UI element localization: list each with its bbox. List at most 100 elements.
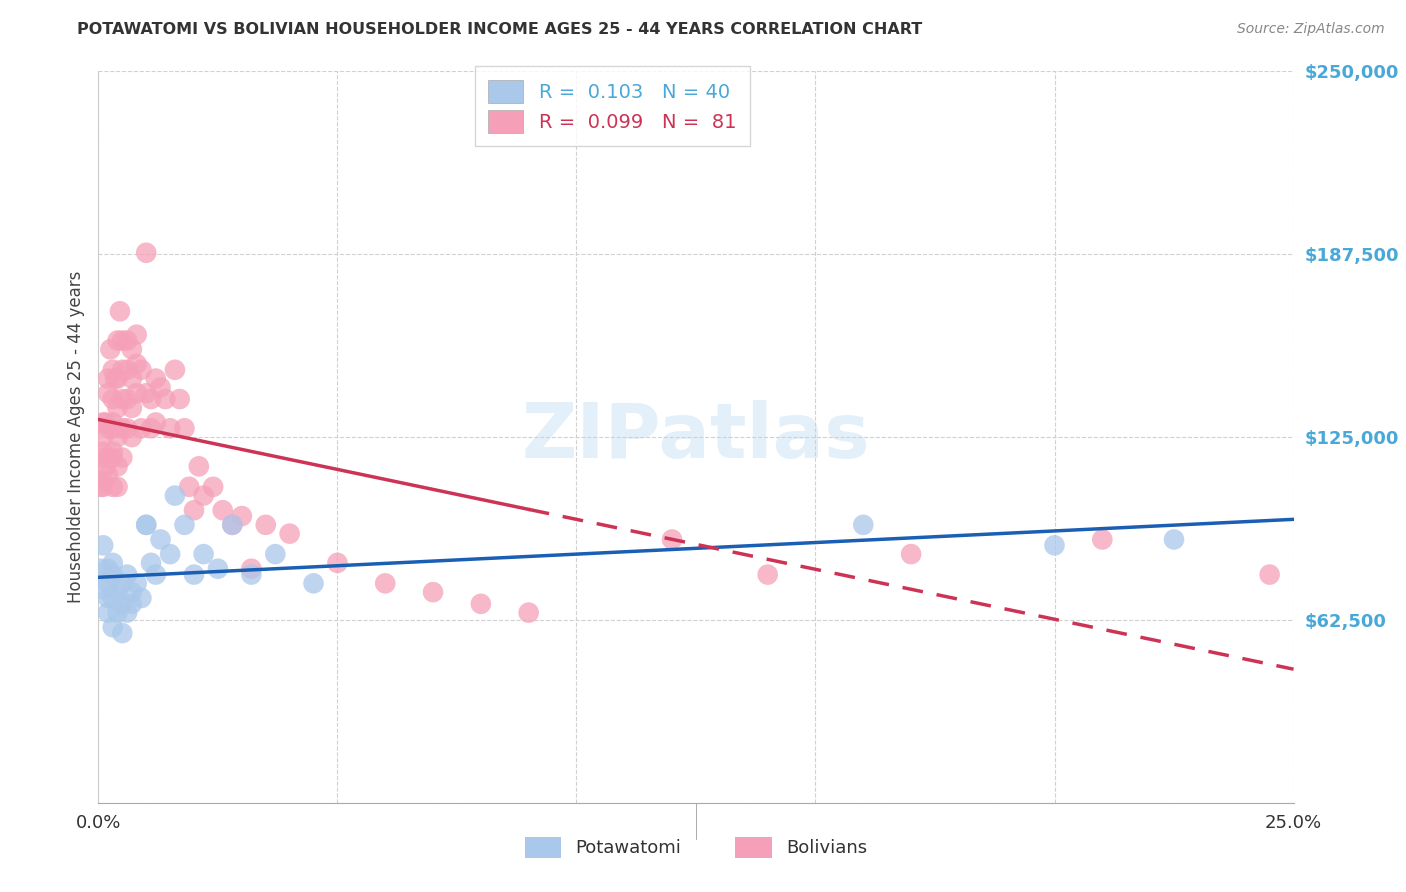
- Point: [125, 576, 148, 591]
- Point: [121, 597, 143, 611]
- Point: [173, 517, 195, 532]
- Point: [254, 517, 277, 532]
- Point: [121, 401, 143, 415]
- Point: [202, 480, 225, 494]
- Point: [111, 626, 134, 640]
- Point: [125, 357, 148, 371]
- Point: [131, 363, 153, 377]
- Point: [183, 567, 205, 582]
- Point: [139, 421, 162, 435]
- Point: [159, 547, 181, 561]
- Point: [183, 503, 205, 517]
- Point: [221, 517, 243, 532]
- Point: [97, 606, 120, 620]
- Point: [107, 459, 129, 474]
- Point: [125, 327, 148, 342]
- Point: [145, 567, 167, 582]
- Point: [111, 392, 134, 406]
- Point: [207, 562, 229, 576]
- Point: [101, 450, 124, 465]
- Point: [91, 582, 114, 597]
- Point: [163, 489, 186, 503]
- Point: [97, 562, 120, 576]
- Point: [121, 371, 143, 385]
- Point: [179, 480, 201, 494]
- Point: [101, 480, 124, 494]
- Point: [135, 245, 157, 260]
- Point: [326, 556, 349, 570]
- Point: [91, 430, 114, 444]
- Point: [101, 591, 124, 605]
- Point: [121, 585, 143, 599]
- Point: [115, 421, 138, 435]
- Text: ZIPatlas: ZIPatlas: [522, 401, 870, 474]
- Point: [101, 392, 124, 406]
- Point: [90, 562, 112, 576]
- Point: [91, 416, 114, 430]
- Point: [115, 334, 138, 348]
- Point: [1043, 538, 1066, 552]
- Point: [139, 556, 162, 570]
- Point: [97, 468, 120, 483]
- Point: [193, 547, 215, 561]
- Point: [107, 334, 129, 348]
- Point: [107, 430, 129, 444]
- Point: [470, 597, 492, 611]
- Point: [135, 517, 157, 532]
- Point: [115, 606, 138, 620]
- Point: [131, 591, 153, 605]
- Point: [187, 459, 209, 474]
- Point: [231, 509, 253, 524]
- Point: [101, 363, 124, 377]
- Point: [97, 386, 120, 401]
- Point: [97, 591, 120, 605]
- Point: [104, 371, 127, 385]
- Point: [101, 556, 124, 570]
- Point: [107, 585, 129, 599]
- Point: [111, 334, 134, 348]
- Point: [1258, 567, 1281, 582]
- Point: [101, 416, 124, 430]
- Point: [107, 480, 129, 494]
- Point: [108, 304, 131, 318]
- Point: [111, 363, 134, 377]
- Point: [90, 480, 112, 494]
- Point: [101, 421, 124, 435]
- Point: [240, 567, 263, 582]
- Point: [159, 421, 181, 435]
- Point: [173, 421, 195, 435]
- Point: [211, 503, 233, 517]
- Text: Source: ZipAtlas.com: Source: ZipAtlas.com: [1237, 22, 1385, 37]
- Point: [278, 526, 301, 541]
- Point: [517, 606, 540, 620]
- Point: [115, 363, 138, 377]
- Point: [1163, 533, 1185, 547]
- Point: [852, 517, 875, 532]
- Point: [115, 392, 138, 406]
- Y-axis label: Householder Income Ages 25 - 44 years: Householder Income Ages 25 - 44 years: [66, 271, 84, 603]
- Point: [139, 392, 162, 406]
- Point: [374, 576, 396, 591]
- Point: [97, 371, 120, 385]
- Point: [163, 363, 186, 377]
- Point: [169, 392, 191, 406]
- Point: [1091, 533, 1114, 547]
- Point: [97, 421, 120, 435]
- Point: [135, 386, 157, 401]
- Point: [900, 547, 922, 561]
- Point: [131, 421, 153, 435]
- Point: [91, 444, 114, 458]
- Point: [97, 576, 120, 591]
- Point: [107, 371, 129, 385]
- Point: [91, 480, 114, 494]
- Point: [94, 416, 117, 430]
- Point: [125, 386, 148, 401]
- Text: POTAWATOMI VS BOLIVIAN HOUSEHOLDER INCOME AGES 25 - 44 YEARS CORRELATION CHART: POTAWATOMI VS BOLIVIAN HOUSEHOLDER INCOM…: [77, 22, 922, 37]
- Point: [264, 547, 287, 561]
- Point: [91, 538, 114, 552]
- Point: [111, 450, 134, 465]
- Point: [111, 576, 134, 591]
- Legend: Potawatomi, Bolivians: Potawatomi, Bolivians: [516, 828, 876, 867]
- Point: [193, 489, 215, 503]
- Point: [661, 533, 683, 547]
